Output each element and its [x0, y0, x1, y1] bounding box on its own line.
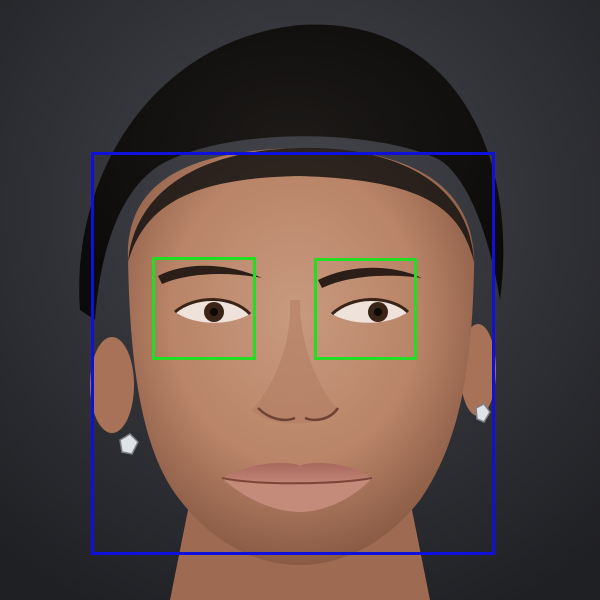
right-pupil [374, 308, 382, 316]
right-eyebrow [318, 267, 422, 288]
right-earring [475, 403, 491, 423]
left-eyebrow [158, 265, 262, 284]
left-pupil [210, 308, 218, 316]
hairline [128, 147, 474, 262]
lip-line [221, 477, 373, 485]
nose [252, 300, 338, 424]
upper-lip [222, 462, 372, 484]
hair [79, 24, 504, 321]
right-upper-lid [330, 298, 410, 316]
left-upper-lid [174, 298, 252, 316]
lower-lip [222, 478, 372, 512]
nostrils [257, 407, 340, 422]
left-earring [119, 433, 139, 455]
left-ear [90, 337, 134, 433]
